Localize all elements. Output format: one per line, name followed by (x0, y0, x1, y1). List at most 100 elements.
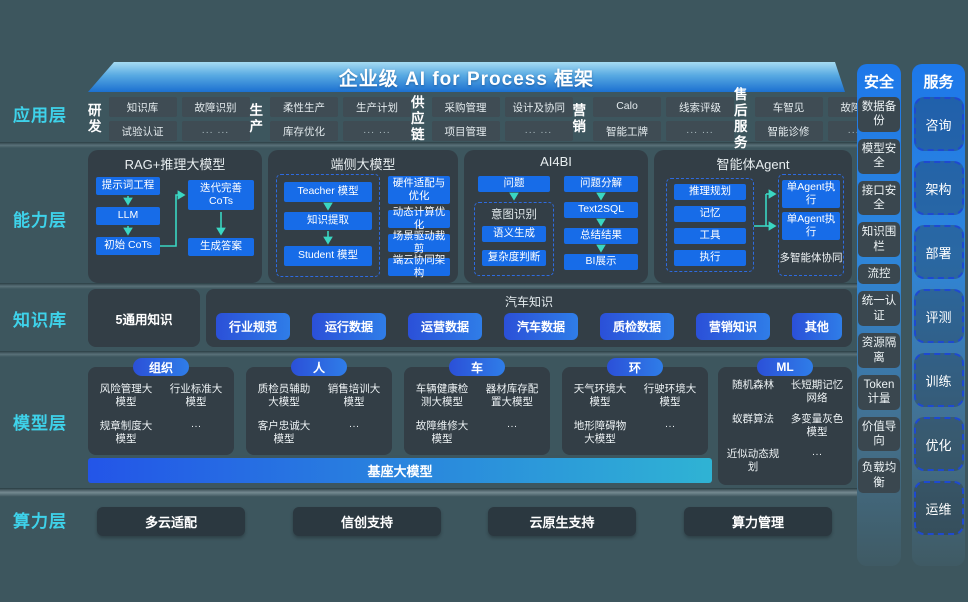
layer-divider (0, 488, 858, 497)
app-chip: 试验认证 (108, 121, 177, 141)
node-knowledge-extraction: 知识提取 (284, 212, 372, 230)
app-chip: 库存优化 (270, 121, 338, 141)
model-group-ml: ML 随机森林 长短期记忆网络 蚁群算法 多变量灰色模型 近似动态规划 ··· (718, 358, 852, 485)
auto-knowledge-panel: 汽车知识 行业规范 运行数据 运营数据 汽车数据 质检数据 营销知识 其他 (206, 289, 852, 347)
node-tools: 工具 (674, 228, 746, 244)
base-model-label: 基座大模型 (367, 464, 433, 479)
service-item: 评测 (913, 289, 964, 343)
app-chip: 采购管理 (431, 97, 500, 117)
model-group-organization: 组织 风险管理大模型 行业标准大模型 规章制度大模型 ··· (88, 358, 234, 455)
security-item: Token计量 (858, 374, 900, 410)
layer-label-model: 模型层 (13, 414, 67, 433)
service-item: 训练 (913, 353, 964, 407)
app-chip: 项目管理 (431, 121, 500, 141)
app-group-rd: 研发 知识库 故障识别 试验认证 ... ... (88, 97, 250, 141)
layer-label-application: 应用层 (13, 106, 67, 125)
app-group-supply-chain: 供应链 采购管理 设计及协同 项目管理 ... ... (411, 95, 573, 144)
model-item-more: ··· (506, 420, 518, 433)
model-group-pill: 人 (291, 358, 347, 376)
layer-label-capability: 能力层 (13, 211, 67, 230)
node-scene-pruning: 场景驱动裁剪 (388, 230, 450, 255)
knowledge-tag: 汽车数据 (503, 313, 578, 340)
node-hardware-adapt: 硬件适配与优化 (388, 176, 450, 204)
page-title: 企业级 AI for Process 框架 (338, 68, 595, 90)
panel-agent: 智能体Agent 推理规划 记忆 工具 执行 单Agent执行 单Agent执行… (654, 150, 852, 283)
panel-title: 端侧大模型 (330, 157, 396, 172)
compute-multicloud: 多云适配 (97, 507, 245, 536)
multi-agent-caption: 多智能体协同 (779, 252, 843, 264)
app-chip: 车智见 (754, 97, 823, 117)
app-chip: 生产计划 (343, 97, 411, 117)
app-chip: 智能工牌 (593, 121, 661, 141)
panel-title: AI4BI (540, 154, 572, 169)
app-chip: 智能诊修 (754, 121, 823, 141)
node-llm: LLM (96, 207, 160, 225)
app-group-production: 生产 柔性生产 生产计划 库存优化 ... ... (250, 97, 411, 141)
model-item: 风险管理大模型 (99, 383, 153, 409)
security-item: 统一认证 (858, 291, 900, 327)
service-item: 部署 (913, 225, 964, 279)
model-group-vehicle: 车 车辆健康检测大模型 器材库存配置大模型 故障维修大模型 ··· (404, 358, 550, 455)
agent-components-dashed-box (666, 178, 754, 272)
node-question-decompose: 问题分解 (564, 176, 638, 192)
app-group-name: 研发 (88, 102, 102, 134)
app-chip-more: ... ... (181, 121, 250, 141)
model-item-more: ··· (811, 447, 823, 460)
app-chip: 设计及协同 (504, 97, 573, 117)
security-column-title: 安全 (863, 74, 894, 91)
model-item: 规章制度大模型 (99, 420, 153, 446)
layer-divider (0, 283, 858, 289)
node-memory: 记忆 (674, 206, 746, 222)
model-item: 车辆健康检测大模型 (415, 383, 469, 409)
distillation-dashed-box (276, 174, 380, 277)
node-complexity-judge: 复杂度判断 (482, 250, 546, 266)
security-item: 负载均衡 (858, 458, 900, 494)
node-reasoning-planning: 推理规划 (674, 184, 746, 200)
intent-label: 意图识别 (491, 209, 537, 221)
model-item: 质检员辅助大模型 (257, 383, 311, 409)
service-item: 优化 (913, 417, 964, 471)
model-item: 天气环境大模型 (573, 383, 627, 409)
model-item: 故障维修大模型 (415, 420, 469, 446)
knowledge-tag: 其他 (791, 313, 842, 340)
model-item: 多变量灰色模型 (790, 413, 844, 439)
model-group-pill: 组织 (133, 358, 189, 376)
compute-management: 算力管理 (684, 507, 832, 536)
node-cloud-edge-arch: 端云协同架构 (388, 254, 450, 279)
service-column: 服务 咨询 架构 部署 评测 训练 优化 运维 (912, 64, 965, 566)
node-question: 问题 (478, 176, 550, 192)
compute-xinchuang: 信创支持 (293, 507, 441, 536)
panel-title: 智能体Agent (716, 157, 790, 172)
model-group-pill: ML (757, 358, 813, 376)
model-group-people: 人 质检员辅助大模型 销售培训大模型 客户忠诚大模型 ··· (246, 358, 392, 455)
app-chip-more: ... ... (343, 121, 411, 141)
knowledge-tag: 运营数据 (407, 313, 482, 340)
app-group-name: 供应链 (411, 94, 425, 143)
general-knowledge-label: 5通用知识 (115, 312, 173, 327)
service-item: 咨询 (913, 97, 964, 151)
node-initial-cots: 初始 CoTs (96, 237, 160, 255)
model-item: 销售培训大模型 (327, 383, 381, 409)
application-layer-row: 研发 知识库 故障识别 试验认证 ... ... 生产 柔性生产 生产计划 库存… (88, 87, 896, 150)
app-group-name: 售后服务 (734, 86, 748, 151)
model-group-environment: 环 天气环境大模型 行驶环境大模型 地形障碍物大模型 ··· (562, 358, 708, 455)
node-generate-answer: 生成答案 (188, 238, 254, 256)
multi-agent-dashed-box (778, 174, 844, 276)
app-chip: 线索评级 (666, 97, 734, 117)
model-item: 行驶环境大模型 (643, 383, 697, 409)
service-item: 架构 (913, 161, 964, 215)
layer-divider (0, 142, 858, 148)
general-knowledge-box: 5通用知识 (88, 289, 200, 347)
app-chip: Calo (593, 97, 661, 117)
node-single-agent-exec: 单Agent执行 (782, 180, 840, 208)
app-chip-more: ... ... (666, 121, 734, 141)
layer-divider (0, 351, 858, 357)
model-item-more: ··· (664, 420, 676, 433)
node-prompt-engineering: 提示词工程 (96, 177, 160, 195)
node-teacher-model: Teacher 模型 (284, 182, 372, 202)
model-item: 长短期记忆网络 (790, 379, 844, 405)
knowledge-tag: 运行数据 (311, 313, 386, 340)
app-chip: 知识库 (108, 97, 177, 117)
service-column-title: 服务 (923, 74, 954, 91)
